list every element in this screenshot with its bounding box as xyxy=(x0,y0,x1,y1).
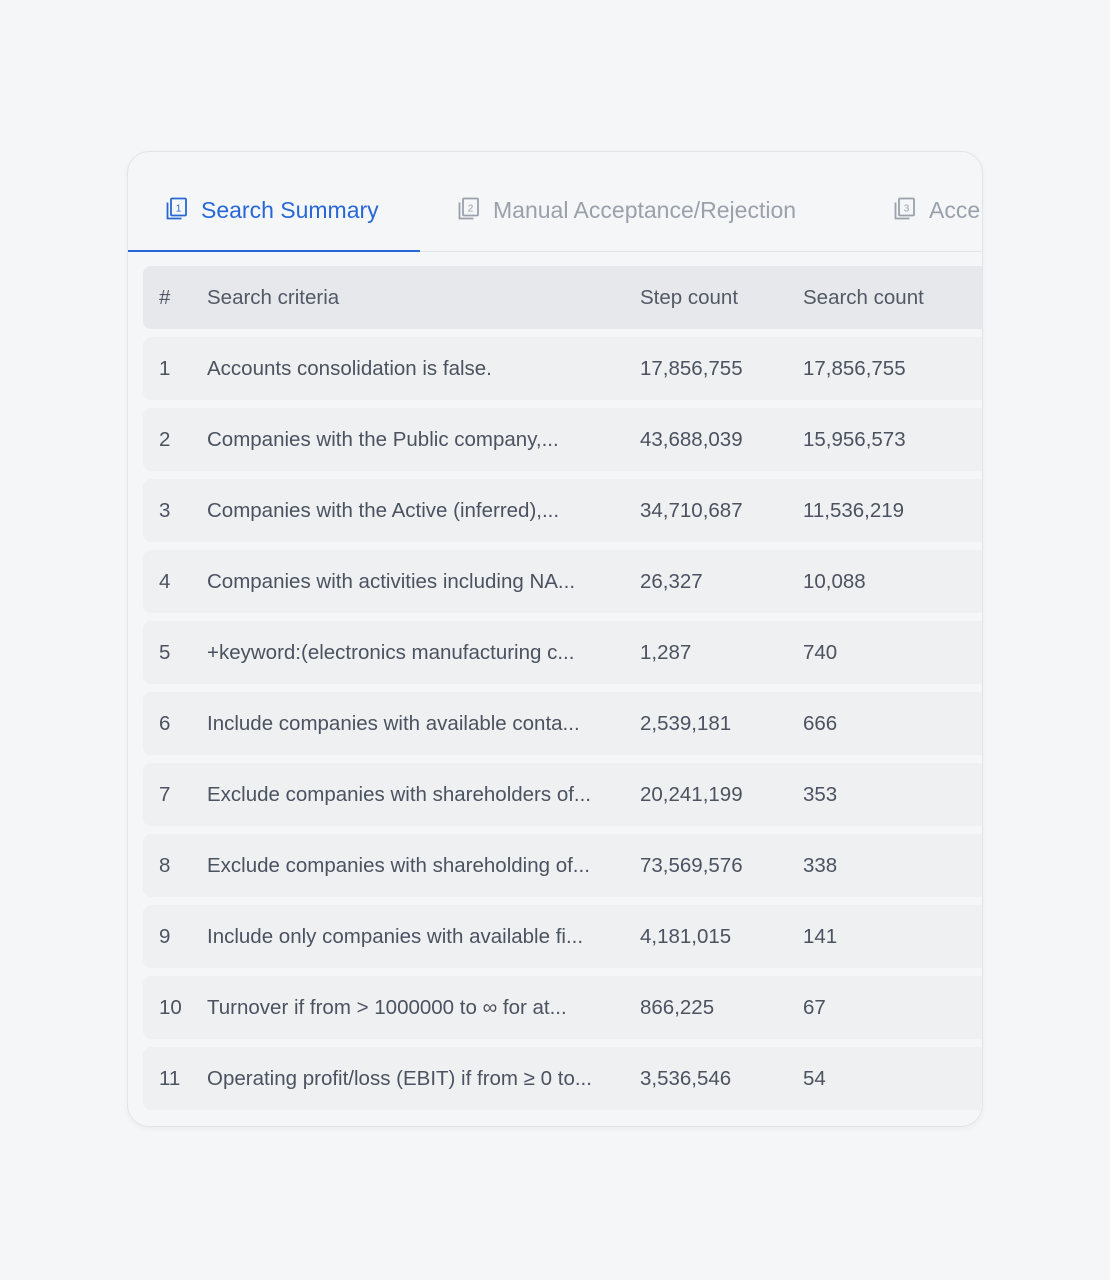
column-header-step-count[interactable]: Step count xyxy=(640,286,739,309)
search-criteria-cell: Include companies with available conta..… xyxy=(207,712,580,735)
row-number: 5 xyxy=(159,641,171,664)
search-criteria-cell: Companies with the Public company,... xyxy=(207,428,559,451)
table-row[interactable]: 5 +keyword:(electronics manufacturing c..… xyxy=(143,621,982,684)
step-count-cell: 4,181,015 xyxy=(640,925,732,948)
search-count-cell: 17,856,755 xyxy=(803,357,906,380)
table-row[interactable]: 1 Accounts consolidation is false. 17,856,… xyxy=(143,337,982,400)
table-row[interactable]: 4 Companies with activities including NA.… xyxy=(143,550,982,613)
active-tab-indicator xyxy=(128,250,420,252)
tab-label: Acce xyxy=(929,197,981,223)
column-header-number[interactable]: # xyxy=(159,286,171,309)
numbered-document-stack-icon: 2 xyxy=(458,197,479,220)
search-count-cell: 67 xyxy=(803,996,826,1019)
tab-search-summary[interactable]: 1 Search Summary xyxy=(166,192,379,252)
search-criteria-cell: Operating profit/loss (EBIT) if from ≥ 0… xyxy=(207,1067,592,1090)
row-number: 9 xyxy=(159,925,171,948)
step-count-cell: 3,536,546 xyxy=(640,1067,732,1090)
search-summary-table: # Search criteria Step count Search coun… xyxy=(143,266,982,1118)
row-number: 6 xyxy=(159,712,171,735)
tab-manual-acceptance-rejection[interactable]: 2 Manual Acceptance/Rejection xyxy=(458,192,796,252)
search-count-cell: 15,956,573 xyxy=(803,428,906,451)
tab-icon-number: 2 xyxy=(468,204,474,215)
search-count-cell: 10,088 xyxy=(803,570,866,593)
search-criteria-cell: Turnover if from > 1000000 to ∞ for at..… xyxy=(207,996,567,1019)
table-row[interactable]: 7 Exclude companies with shareholders of.… xyxy=(143,763,982,826)
numbered-document-stack-icon: 1 xyxy=(166,197,187,220)
row-number: 1 xyxy=(159,357,171,380)
table-row[interactable]: 2 Companies with the Public company,... 43… xyxy=(143,408,982,471)
search-criteria-cell: Companies with activities including NA..… xyxy=(207,570,576,593)
row-number: 10 xyxy=(159,996,182,1019)
table-row[interactable]: 8 Exclude companies with shareholding of.… xyxy=(143,834,982,897)
table-row[interactable]: 10 Turnover if from > 1000000 to ∞ for at… xyxy=(143,976,982,1039)
column-header-search-criteria[interactable]: Search criteria xyxy=(207,286,340,309)
tab-icon-number: 1 xyxy=(176,204,182,215)
table-row[interactable]: 6 Include companies with available conta.… xyxy=(143,692,982,755)
tab-bar: 1 Search Summary 2 Manual Acceptance/Rej… xyxy=(128,152,982,252)
step-count-cell: 26,327 xyxy=(640,570,703,593)
tab-label: Search Summary xyxy=(201,197,379,223)
table-row[interactable]: 9 Include only companies with available f… xyxy=(143,905,982,968)
step-count-cell: 20,241,199 xyxy=(640,783,743,806)
step-count-cell: 866,225 xyxy=(640,996,715,1019)
numbered-document-stack-icon: 3 xyxy=(894,197,915,220)
search-criteria-cell: Exclude companies with shareholders of..… xyxy=(207,783,592,806)
row-number: 4 xyxy=(159,570,171,593)
step-count-cell: 73,569,576 xyxy=(640,854,743,877)
search-count-cell: 141 xyxy=(803,925,838,948)
search-count-cell: 11,536,219 xyxy=(803,499,905,522)
search-criteria-cell: +keyword:(electronics manufacturing c... xyxy=(207,641,575,664)
row-number: 7 xyxy=(159,783,171,806)
column-header-search-count[interactable]: Search count xyxy=(803,286,924,309)
table-row[interactable]: 11 Operating profit/loss (EBIT) if from ≥… xyxy=(143,1047,982,1110)
row-number: 3 xyxy=(159,499,171,522)
step-count-cell: 1,287 xyxy=(640,641,692,664)
search-results-panel: 1 Search Summary 2 Manual Acceptance/Rej… xyxy=(127,151,983,1127)
row-number: 11 xyxy=(159,1067,181,1090)
row-number: 2 xyxy=(159,428,171,451)
search-criteria-cell: Include only companies with available fi… xyxy=(207,925,584,948)
step-count-cell: 43,688,039 xyxy=(640,428,743,451)
search-criteria-cell: Exclude companies with shareholding of..… xyxy=(207,854,590,877)
step-count-cell: 2,539,181 xyxy=(640,712,732,735)
table-row[interactable]: 3 Companies with the Active (inferred),..… xyxy=(143,479,982,542)
step-count-cell: 34,710,687 xyxy=(640,499,743,522)
tab-icon-number: 3 xyxy=(904,204,910,215)
search-count-cell: 666 xyxy=(803,712,838,735)
search-criteria-cell: Companies with the Active (inferred),... xyxy=(207,499,560,522)
search-count-cell: 54 xyxy=(803,1067,826,1090)
search-count-cell: 338 xyxy=(803,854,838,877)
search-count-cell: 353 xyxy=(803,783,838,806)
step-count-cell: 17,856,755 xyxy=(640,357,743,380)
table-header-row: # Search criteria Step count Search coun… xyxy=(143,266,982,329)
table-body: 1 Accounts consolidation is false. 17,856,… xyxy=(143,337,982,1110)
search-count-cell: 740 xyxy=(803,641,838,664)
row-number: 8 xyxy=(159,854,171,877)
tab-label: Manual Acceptance/Rejection xyxy=(493,197,797,223)
tab-accepted[interactable]: 3 Acce xyxy=(894,192,980,252)
search-criteria-cell: Accounts consolidation is false. xyxy=(207,357,492,380)
